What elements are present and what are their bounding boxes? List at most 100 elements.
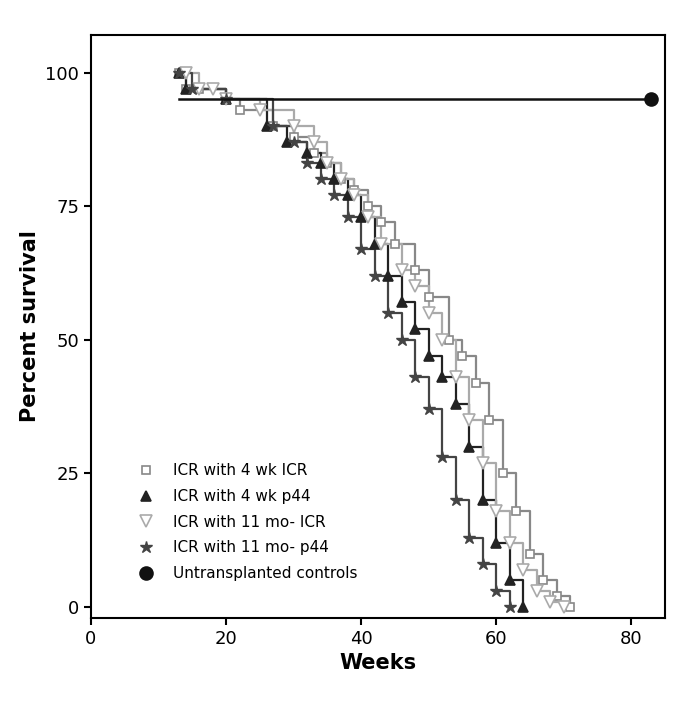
ICR with 11 mo- ICR (364, 213, 372, 221)
ICR with 4 wk ICR (512, 507, 521, 515)
ICR with 4 wk p44 (174, 68, 183, 77)
ICR with 11 mo- p44 (330, 191, 338, 199)
ICR with 4 wk ICR (444, 336, 453, 344)
ICR with 4 wk p44 (330, 176, 338, 184)
ICR with 11 mo- ICR (209, 84, 217, 93)
ICR with 11 mo- p44 (222, 95, 230, 103)
ICR with 11 mo- ICR (479, 458, 487, 467)
ICR with 4 wk ICR (472, 378, 480, 387)
ICR with 11 mo- ICR (492, 507, 500, 515)
ICR with 11 mo- ICR (411, 282, 419, 291)
ICR with 4 wk ICR (289, 133, 298, 141)
ICR with 4 wk ICR (458, 352, 467, 360)
ICR with 11 mo- ICR (438, 336, 447, 344)
ICR with 11 mo- p44 (452, 496, 460, 504)
ICR with 11 mo- p44 (316, 176, 325, 184)
ICR with 4 wk p44 (492, 538, 500, 547)
ICR with 4 wk p44 (316, 159, 325, 168)
ICR with 4 wk p44 (424, 352, 433, 360)
ICR with 11 mo- p44 (289, 138, 298, 146)
ICR with 11 mo- ICR (222, 95, 230, 103)
ICR with 11 mo- p44 (188, 84, 197, 93)
ICR with 11 mo- p44 (344, 213, 352, 221)
ICR with 11 mo- ICR (546, 597, 554, 606)
ICR with 11 mo- p44 (357, 245, 365, 253)
ICR with 4 wk ICR (526, 550, 534, 558)
ICR with 11 mo- ICR (256, 106, 264, 114)
ICR with 4 wk ICR (391, 239, 399, 248)
ICR with 4 wk p44 (181, 84, 190, 93)
ICR with 4 wk ICR (553, 592, 561, 601)
ICR with 4 wk ICR (424, 293, 433, 301)
ICR with 4 wk p44 (519, 603, 527, 611)
ICR with 11 mo- ICR (377, 239, 386, 248)
ICR with 4 wk ICR (364, 202, 372, 211)
ICR with 4 wk p44 (398, 298, 406, 307)
ICR with 11 mo- ICR (398, 266, 406, 274)
ICR with 11 mo- ICR (505, 538, 514, 547)
ICR with 11 mo- p44 (411, 373, 419, 381)
ICR with 4 wk p44 (262, 121, 271, 130)
ICR with 11 mo- ICR (424, 309, 433, 317)
ICR with 4 wk p44 (303, 149, 312, 157)
ICR with 11 mo- p44 (269, 121, 277, 130)
ICR with 4 wk ICR (235, 106, 244, 114)
ICR with 4 wk ICR (309, 149, 318, 157)
ICR with 4 wk ICR (566, 603, 575, 611)
ICR with 4 wk ICR (181, 84, 190, 93)
ICR with 4 wk ICR (222, 95, 230, 103)
Y-axis label: Percent survival: Percent survival (20, 230, 40, 423)
ICR with 4 wk p44 (411, 325, 419, 333)
ICR with 4 wk ICR (269, 121, 277, 130)
ICR with 4 wk p44 (222, 95, 230, 103)
ICR with 11 mo- ICR (195, 84, 203, 93)
ICR with 11 mo- p44 (370, 272, 379, 280)
ICR with 11 mo- p44 (492, 587, 500, 595)
ICR with 4 wk p44 (344, 191, 352, 199)
ICR with 11 mo- ICR (181, 68, 190, 77)
ICR with 4 wk p44 (357, 213, 365, 221)
ICR with 11 mo- ICR (519, 565, 527, 574)
ICR with 11 mo- ICR (289, 121, 298, 130)
ICR with 11 mo- ICR (465, 416, 473, 424)
ICR with 4 wk ICR (174, 68, 183, 77)
X-axis label: Weeks: Weeks (340, 653, 416, 673)
ICR with 4 wk p44 (465, 442, 473, 451)
ICR with 4 wk p44 (370, 239, 379, 248)
ICR with 11 mo- p44 (479, 560, 487, 569)
ICR with 11 mo- ICR (337, 176, 345, 184)
Line: ICR with 4 wk p44: ICR with 4 wk p44 (174, 67, 528, 612)
Line: ICR with 11 mo- p44: ICR with 11 mo- p44 (172, 66, 516, 614)
ICR with 11 mo- ICR (309, 138, 318, 146)
ICR with 4 wk ICR (377, 218, 386, 227)
ICR with 4 wk p44 (452, 399, 460, 408)
ICR with 11 mo- p44 (174, 68, 183, 77)
Line: ICR with 4 wk ICR: ICR with 4 wk ICR (174, 68, 575, 611)
ICR with 11 mo- ICR (350, 191, 358, 199)
ICR with 4 wk ICR (337, 176, 345, 184)
ICR with 4 wk ICR (350, 186, 358, 194)
ICR with 11 mo- p44 (424, 405, 433, 413)
ICR with 4 wk ICR (323, 159, 332, 168)
ICR with 4 wk p44 (505, 576, 514, 585)
ICR with 4 wk p44 (283, 138, 291, 146)
ICR with 11 mo- p44 (465, 534, 473, 542)
Line: ICR with 11 mo- ICR: ICR with 11 mo- ICR (180, 67, 569, 613)
ICR with 11 mo- p44 (398, 336, 406, 344)
ICR with 4 wk ICR (195, 84, 203, 93)
ICR with 11 mo- p44 (303, 159, 312, 168)
ICR with 4 wk ICR (539, 576, 547, 585)
ICR with 11 mo- p44 (384, 309, 392, 317)
ICR with 4 wk ICR (498, 469, 507, 477)
ICR with 4 wk p44 (438, 373, 447, 381)
ICR with 11 mo- p44 (505, 603, 514, 611)
ICR with 4 wk p44 (479, 496, 487, 504)
ICR with 11 mo- ICR (323, 159, 332, 168)
ICR with 11 mo- ICR (559, 603, 568, 611)
ICR with 4 wk ICR (485, 416, 494, 424)
ICR with 11 mo- ICR (533, 587, 541, 595)
ICR with 11 mo- p44 (438, 453, 447, 462)
ICR with 11 mo- ICR (452, 373, 460, 381)
ICR with 4 wk p44 (384, 272, 392, 280)
Legend: ICR with 4 wk ICR, ICR with 4 wk p44, ICR with 11 mo- ICR, ICR with 11 mo- p44, : ICR with 4 wk ICR, ICR with 4 wk p44, IC… (127, 463, 358, 581)
